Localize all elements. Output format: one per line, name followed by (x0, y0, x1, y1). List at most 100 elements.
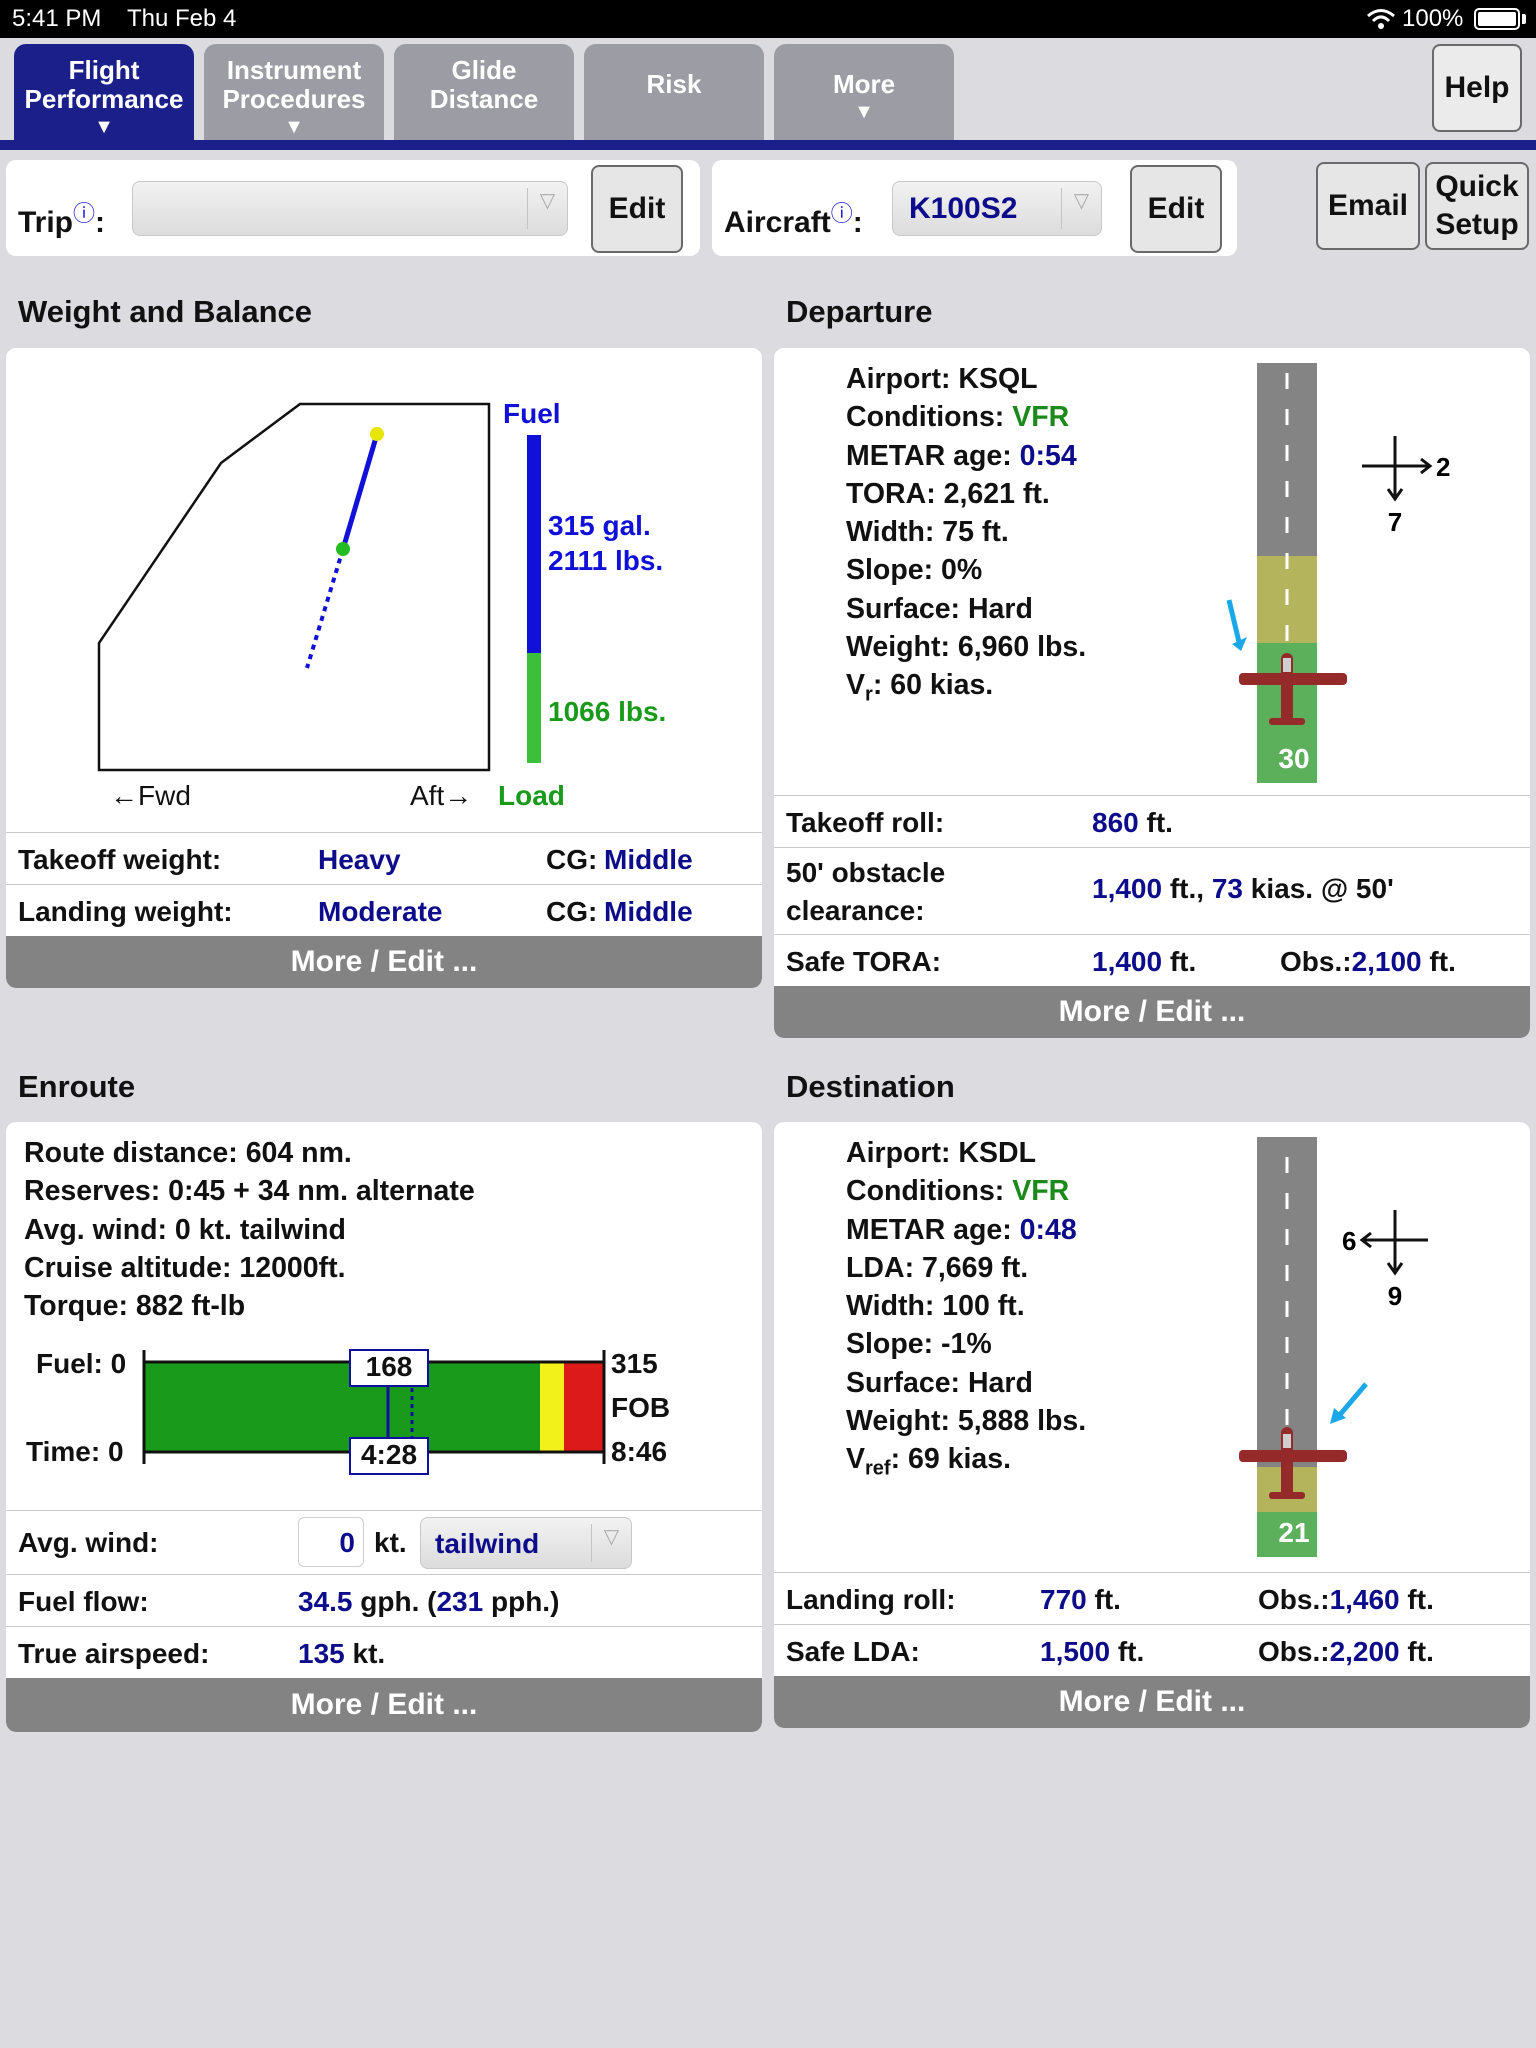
trip-edit-button[interactable]: Edit (591, 165, 683, 253)
safe-lda-row: Safe LDA: 1,500 ft. Obs.:2,200 ft. (774, 1624, 1530, 1676)
fuel-bar (527, 435, 541, 653)
landing-roll-row: Landing roll: 770 ft. Obs.:1,460 ft. (774, 1572, 1530, 1624)
landing-weight-value: Moderate (318, 896, 443, 927)
aft-label: Aft→ (410, 780, 473, 811)
landing-obs-value: 1,460 (1329, 1584, 1400, 1615)
chevron-down-icon: ▼ (854, 101, 874, 123)
weight-balance-card: Fuel 315 gal. 2111 lbs. 1066 lbs. ←Fwd A… (6, 348, 762, 988)
obstacle-speed: 73 (1211, 873, 1244, 904)
takeoff-weight-value: Heavy (318, 844, 401, 875)
aircraft-edit-button[interactable]: Edit (1130, 165, 1222, 253)
destination-conditions: VFR (1012, 1175, 1070, 1208)
aircraft-panel: Aircraftⓘ: K100S2 ▽ Edit (712, 160, 1237, 256)
safe-tora-row: Safe TORA: 1,400 ft. Obs.:2,100 ft. (774, 934, 1530, 986)
time-end: 8:46 (611, 1436, 668, 1467)
quick-setup-button[interactable]: Quick Setup (1425, 162, 1529, 250)
safe-lda-value: 1,500 (1040, 1636, 1111, 1667)
cg-takeoff-point (370, 427, 384, 441)
email-button[interactable]: Email (1316, 162, 1420, 250)
enroute-more-button[interactable]: More / Edit ... (6, 1678, 762, 1732)
wind-component-icon (1359, 1210, 1428, 1276)
takeoff-cg-value: Middle (604, 844, 693, 875)
trip-select[interactable]: ▽ (132, 181, 568, 236)
battery-percent: 100% (1402, 5, 1464, 32)
cg-fuel-path (340, 433, 380, 550)
destination-runway-diagram: 6 9 (1239, 1137, 1428, 1557)
fuel-flow-row: Fuel flow: 34.5 gph. (231 pph.) (6, 1574, 762, 1626)
svg-text:6: 6 (1342, 1226, 1356, 1256)
destination-runway-number: 21 (1278, 1517, 1310, 1548)
landing-roll-value: 770 (1040, 1584, 1087, 1615)
cg-zero-fuel-point (336, 542, 350, 556)
enroute-card: Route distance: 604 nm. Reserves: 0:45 +… (6, 1122, 762, 1732)
help-button[interactable]: Help (1432, 44, 1522, 132)
wind-component-icon (1362, 436, 1433, 502)
info-icon[interactable]: ⓘ (830, 201, 853, 226)
wifi-icon (1367, 9, 1395, 29)
time-midpoint: 4:28 (360, 1439, 418, 1470)
tab-bar-underline (0, 140, 1536, 150)
load-bar (527, 653, 541, 763)
load-pounds: 1066 lbs. (548, 696, 667, 727)
chevron-down-icon: ▽ (591, 1524, 631, 1562)
departure-info: Airport: KSQL Conditions: VFR METAR age:… (846, 363, 1087, 707)
cg-envelope (97, 402, 491, 772)
info-icon[interactable]: ⓘ (73, 201, 96, 226)
load-label: Load (498, 780, 565, 811)
fuel-flow-gph: 34.5 (298, 1586, 353, 1617)
departure-runway-number: 30 (1278, 743, 1310, 774)
destination-title: Destination (786, 1069, 955, 1104)
trip-panel: Tripⓘ: ▽ Edit (6, 160, 700, 256)
departure-conditions: VFR (1012, 401, 1070, 434)
wind-arrow-icon (1336, 1382, 1368, 1419)
takeoff-weight-row: Takeoff weight: Heavy CG: Middle (6, 832, 762, 884)
fuel-flow-pph: 231 (436, 1586, 484, 1617)
weight-balance-more-button[interactable]: More / Edit ... (6, 936, 762, 988)
aircraft-label: Aircraftⓘ: (724, 201, 863, 239)
destination-airport: KSDL (958, 1137, 1036, 1169)
chevron-down-icon: ▽ (527, 188, 567, 229)
fuel-gallons: 315 gal. (548, 510, 651, 541)
status-date: Thu Feb 4 (127, 5, 237, 32)
fuel-time-bar-chart (142, 1349, 606, 1475)
enroute-title: Enroute (18, 1069, 136, 1104)
destination-metar-age: 0:48 (1019, 1213, 1077, 1246)
obstacle-clearance-row: 50' obstacle clearance: 1,400 ft., 73 kia… (774, 847, 1530, 934)
safe-tora-value: 1,400 (1092, 946, 1163, 977)
chevron-down-icon: ▼ (284, 116, 304, 138)
svg-text:7: 7 (1388, 507, 1402, 537)
status-time: 5:41 PM (12, 5, 102, 32)
avg-wind-row: Avg. wind: 0 kt. tailwind ▽ (6, 1510, 762, 1574)
cg-envelope-chart[interactable] (6, 348, 762, 832)
aircraft-select[interactable]: K100S2 ▽ (892, 181, 1102, 236)
takeoff-roll-value: 860 (1092, 807, 1139, 838)
svg-text:9: 9 (1388, 1281, 1402, 1311)
battery-icon (1474, 8, 1520, 30)
time-axis-label: Time: 0 (26, 1436, 124, 1467)
landing-weight-row: Landing weight: Moderate CG: Middle (6, 884, 762, 936)
fuel-axis-label: Fuel: 0 (36, 1348, 127, 1379)
chevron-down-icon: ▽ (1061, 188, 1101, 229)
status-bar: 5:41 PM Thu Feb 4 100% (0, 0, 1536, 38)
tab-risk[interactable]: Risk (584, 44, 764, 142)
departure-more-button[interactable]: More / Edit ... (774, 986, 1530, 1038)
enroute-info: Route distance: 604 nm. Reserves: 0:45 +… (24, 1137, 475, 1323)
takeoff-roll-row: Takeoff roll: 860 ft. (774, 795, 1530, 847)
wind-direction-select[interactable]: tailwind ▽ (420, 1517, 632, 1569)
departure-metar-age: 0:54 (1019, 439, 1077, 472)
destination-info: Airport: KSDL Conditions: VFR METAR age:… (846, 1137, 1087, 1481)
landing-cg-value: Middle (604, 896, 693, 927)
fob-label: FOB (611, 1392, 671, 1423)
tab-more[interactable]: More ▼ (774, 44, 954, 142)
departure-runway-diagram: 2 7 (1226, 363, 1450, 783)
trip-label: Tripⓘ: (18, 201, 106, 239)
destination-card: Airport: KSDL Conditions: VFR METAR age:… (774, 1122, 1530, 1728)
avg-wind-input[interactable]: 0 (298, 1517, 364, 1567)
departure-airport: KSQL (958, 363, 1038, 395)
destination-more-button[interactable]: More / Edit ... (774, 1676, 1530, 1728)
tab-glide-distance[interactable]: Glide Distance (394, 44, 574, 142)
wind-arrow-icon (1226, 599, 1242, 643)
tab-instrument-procedures[interactable]: Instrument Procedures ▼ (204, 44, 384, 142)
chevron-down-icon: ▼ (94, 116, 114, 138)
tab-flight-performance[interactable]: Flight Performance ▼ (14, 44, 194, 142)
